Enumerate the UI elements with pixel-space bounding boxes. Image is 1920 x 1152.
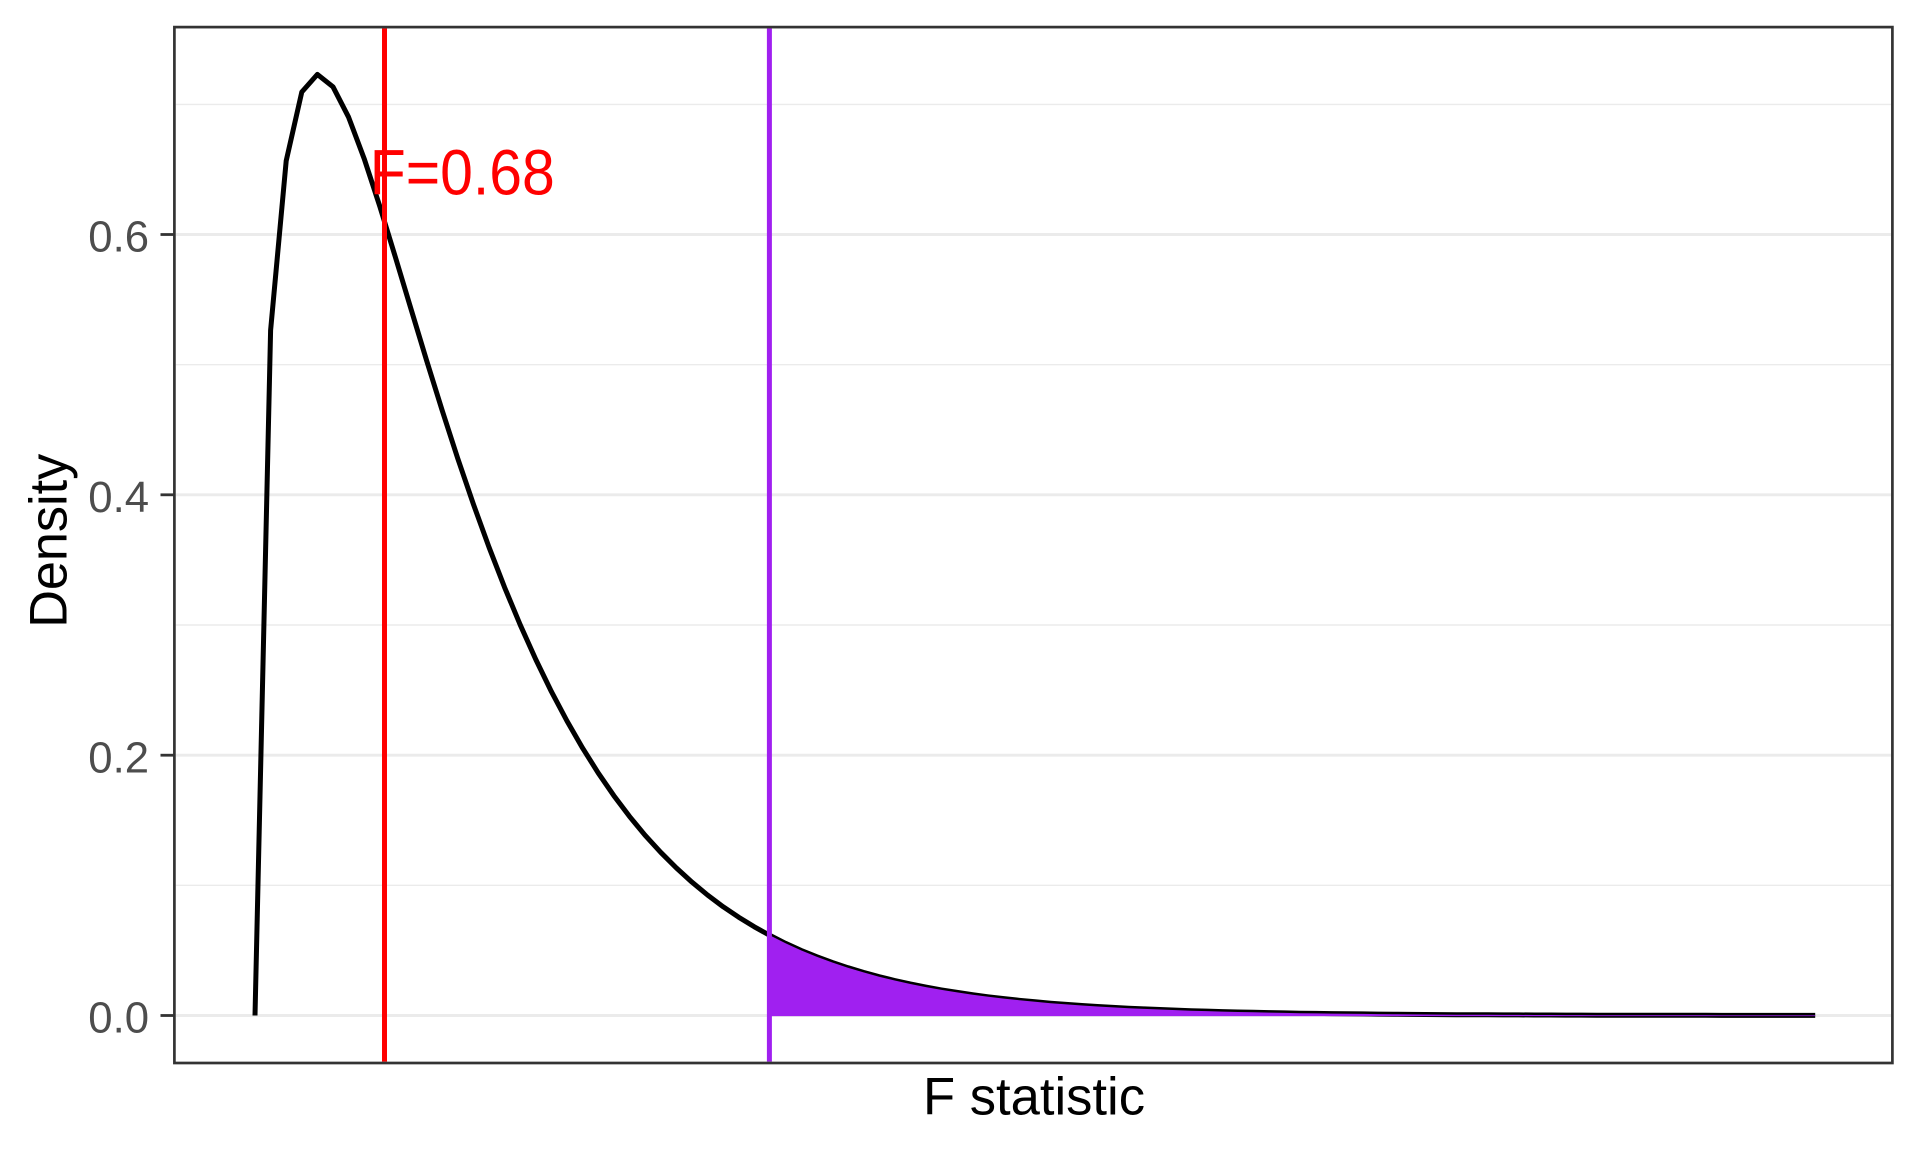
svg-text:F=0.68: F=0.68 [370, 137, 555, 209]
svg-text:0.2: 0.2 [88, 733, 149, 782]
svg-text:0.6: 0.6 [88, 213, 149, 262]
svg-text:F statistic: F statistic [923, 1068, 1145, 1127]
svg-text:0.0: 0.0 [88, 994, 149, 1043]
svg-text:Density: Density [20, 453, 79, 628]
svg-text:0.4: 0.4 [88, 473, 149, 522]
